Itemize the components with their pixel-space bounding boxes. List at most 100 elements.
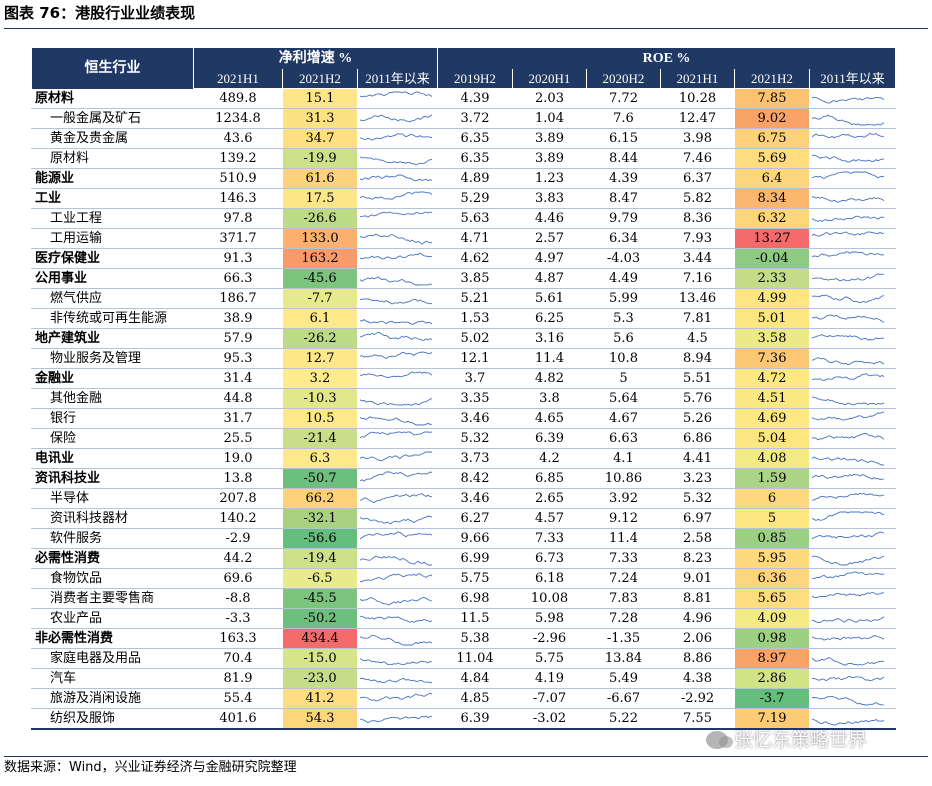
industry-name: 汽车 [31, 668, 194, 689]
roe-2019h2: 3.46 [437, 488, 513, 509]
roe-2021h1: 6.86 [660, 428, 735, 449]
roe-2019h2: 6.99 [437, 548, 513, 569]
trend-sparkline [360, 657, 433, 666]
roe-2019h2: 4.84 [437, 668, 513, 689]
profit-2021h1: 19.0 [193, 448, 283, 469]
profit-2021h2: 12.7 [282, 348, 358, 369]
sparkline-path [360, 493, 433, 504]
roe-2020h2: 7.6 [586, 108, 661, 129]
profit-2021h2: -21.4 [282, 428, 358, 449]
roe-2021h1: 6.37 [660, 168, 735, 189]
roe-2021h1: 5.32 [660, 488, 735, 509]
trend-sparkline [360, 597, 433, 606]
roe-2021h2: 0.85 [734, 528, 810, 549]
trend-sparkline [360, 351, 433, 360]
profit-2021h2: -50.7 [282, 468, 358, 489]
col-roe-2020h1: 2020H1 [512, 69, 587, 89]
roe-2019h2: 3.73 [437, 448, 513, 469]
col-roe-2020h2: 2020H2 [586, 69, 661, 89]
industry-name: 医疗保健业 [31, 248, 194, 269]
profit-2021h1: 371.7 [193, 228, 283, 249]
roe-2019h2: 4.89 [437, 168, 513, 189]
roe-2021h1: 9.01 [660, 568, 735, 589]
sparkline-path [360, 531, 433, 540]
roe-2021h2: 5.95 [734, 548, 810, 569]
table-row: 电讯业 19.0 6.3 3.73 4.2 4.1 4.41 4.08 [31, 448, 896, 469]
roe-2021h1: 5.82 [660, 188, 735, 209]
roe-2021h1: 4.5 [660, 328, 735, 349]
roe-2020h2: 6.15 [586, 128, 661, 149]
roe-trend-cell [809, 448, 896, 469]
trend-sparkline [360, 471, 433, 482]
roe-2019h2: 6.98 [437, 588, 513, 609]
sparkline-path [360, 331, 433, 341]
col-roe-2019h2: 2019H2 [437, 69, 513, 89]
profit-2021h1: 489.8 [193, 88, 283, 109]
roe-2021h1: 3.44 [660, 248, 735, 269]
industry-name: 工用运输 [31, 228, 194, 249]
roe-2021h2: 4.09 [734, 608, 810, 629]
roe-2021h2: 5.65 [734, 588, 810, 609]
trend-sparkline [812, 357, 885, 366]
roe-2021h2: 0.98 [734, 628, 810, 649]
roe-2019h2: 6.35 [437, 128, 513, 149]
trend-sparkline [360, 493, 433, 504]
trend-sparkline [812, 231, 885, 237]
profit-2021h2: 163.2 [282, 248, 358, 269]
trend-sparkline [360, 298, 433, 305]
sparkline-path [360, 431, 433, 438]
trend-sparkline [360, 451, 432, 462]
sparkline-path [812, 473, 884, 481]
trend-sparkline [812, 555, 885, 566]
roe-2021h2: 5.04 [734, 428, 810, 449]
sparkline-path [812, 511, 885, 522]
sparkline-path [360, 233, 433, 245]
roe-trend-cell [809, 208, 896, 229]
roe-trend-cell [809, 708, 896, 730]
trend-sparkline [812, 473, 884, 481]
roe-2021h1: 7.81 [660, 308, 735, 329]
roe-2021h2: 2.33 [734, 268, 810, 289]
profit-2021h1: 44.2 [193, 548, 283, 569]
roe-2020h1: 4.65 [512, 408, 587, 429]
roe-2021h1: 6.97 [660, 508, 735, 529]
roe-2020h1: 2.57 [512, 228, 587, 249]
roe-trend-cell [809, 688, 896, 709]
roe-2021h1: 3.23 [660, 468, 735, 489]
profit-2021h2: 54.3 [282, 708, 358, 730]
profit-2021h2: 61.6 [282, 168, 358, 189]
profit-2021h1: 401.6 [193, 708, 283, 730]
profit-trend-cell [357, 348, 438, 369]
trend-sparkline [360, 91, 433, 98]
roe-2021h2: 5 [734, 508, 810, 529]
roe-2020h1: 4.82 [512, 368, 587, 389]
trend-sparkline [360, 515, 433, 525]
profit-2021h1: 207.8 [193, 488, 283, 509]
roe-2021h1: 5.51 [660, 368, 735, 389]
sparkline-path [360, 398, 433, 406]
sparkline-path [360, 319, 433, 325]
trend-sparkline [812, 616, 885, 624]
roe-2019h2: 1.53 [437, 308, 513, 329]
title-divider [4, 28, 928, 29]
figure-title: 图表 76：港股行业业绩表现 [4, 4, 196, 22]
industry-name: 其他金融 [31, 388, 194, 409]
sparkline-path [360, 91, 433, 98]
roe-2019h2: 5.21 [437, 288, 513, 309]
trend-sparkline [360, 677, 433, 684]
roe-2020h2: 10.86 [586, 468, 661, 489]
roe-trend-cell [809, 548, 896, 569]
profit-2021h1: 1234.8 [193, 108, 283, 129]
industry-name: 农业产品 [31, 608, 194, 629]
table-row: 工业工程 97.8 -26.6 5.63 4.46 9.79 8.36 6.32 [31, 208, 896, 229]
profit-trend-cell [357, 208, 438, 229]
trend-sparkline [812, 456, 884, 466]
roe-2021h1: 4.41 [660, 448, 735, 469]
table-row: 非传统或可再生能源 38.9 6.1 1.53 6.25 5.3 7.81 5.01 [31, 308, 896, 329]
trend-sparkline [360, 531, 433, 540]
trend-sparkline [360, 634, 433, 646]
roe-2021h2: 7.36 [734, 348, 810, 369]
trend-sparkline [812, 171, 885, 180]
sparkline-path [812, 531, 885, 540]
sparkline-path [360, 471, 433, 482]
